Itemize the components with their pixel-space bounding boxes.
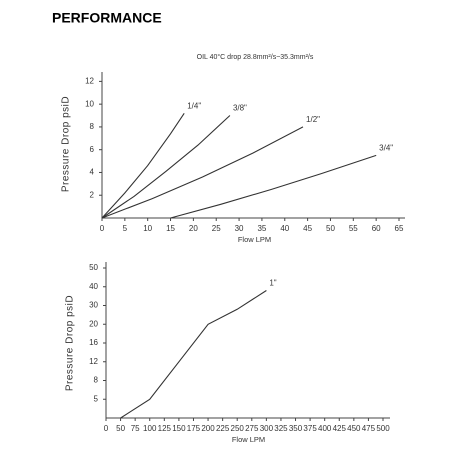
x-tick-label: 375 — [303, 424, 317, 433]
y-tick-label: 10 — [85, 99, 94, 108]
series-line — [101, 115, 231, 219]
series-line — [120, 290, 267, 419]
x-tick-label: 25 — [212, 224, 221, 233]
x-tick-label: 425 — [333, 424, 347, 433]
chart-subtitle: OIL 40°C drop 28.8mm²/s~35.3mm²/s — [197, 53, 314, 61]
x-tick-label: 300 — [260, 424, 274, 433]
x-tick-label: 50 — [326, 224, 335, 233]
x-tick-label: 75 — [131, 424, 140, 433]
x-tick-label: 15 — [166, 224, 175, 233]
x-tick-label: 350 — [289, 424, 303, 433]
series-line — [170, 154, 377, 219]
y-tick-label: 4 — [90, 168, 95, 177]
y-tick-label: 50 — [89, 263, 98, 272]
y-tick-label: 8 — [94, 376, 99, 385]
x-tick-label: 40 — [280, 224, 289, 233]
x-tick-label: 450 — [347, 424, 361, 433]
x-tick-label: 5 — [123, 224, 128, 233]
x-tick-label: 50 — [116, 424, 125, 433]
x-tick-label: 175 — [187, 424, 201, 433]
x-tick-label: 30 — [235, 224, 244, 233]
y-axis-label: Pressure Drop psiD — [61, 96, 72, 192]
x-tick-label: 225 — [216, 424, 230, 433]
y-tick-label: 40 — [89, 282, 98, 291]
series-label: 1/2" — [306, 115, 320, 124]
x-tick-label: 150 — [172, 424, 186, 433]
x-tick-label: 500 — [376, 424, 390, 433]
x-tick-label: 45 — [303, 224, 312, 233]
x-tick-label: 35 — [257, 224, 266, 233]
x-tick-label: 250 — [231, 424, 245, 433]
x-axis-label: Flow LPM — [232, 435, 265, 444]
series-line — [101, 126, 304, 219]
x-tick-label: 125 — [158, 424, 172, 433]
series-line — [101, 112, 185, 219]
x-tick-label: 275 — [245, 424, 259, 433]
series-label: 3/8" — [233, 104, 247, 113]
y-tick-label: 6 — [90, 145, 95, 154]
y-tick-label: 30 — [89, 301, 98, 310]
y-tick-label: 20 — [89, 319, 98, 328]
x-tick-label: 200 — [201, 424, 215, 433]
x-tick-label: 100 — [143, 424, 157, 433]
x-tick-label: 475 — [362, 424, 376, 433]
y-tick-label: 5 — [94, 394, 99, 403]
x-tick-label: 65 — [395, 224, 404, 233]
y-tick-label: 12 — [89, 357, 98, 366]
series-label: 1/4" — [187, 101, 201, 110]
y-axis-label: Pressure Drop psiD — [65, 295, 76, 391]
series-label: 3/4" — [379, 143, 393, 152]
x-tick-label: 325 — [274, 424, 288, 433]
y-tick-label: 12 — [85, 76, 94, 85]
series-label: 1" — [269, 279, 276, 288]
x-axis-label: Flow LPM — [238, 235, 271, 244]
x-tick-label: 400 — [318, 424, 332, 433]
y-tick-label: 8 — [90, 122, 95, 131]
page-title: PERFORMANCE — [52, 10, 162, 26]
x-tick-label: 20 — [189, 224, 198, 233]
y-tick-label: 2 — [90, 190, 95, 199]
x-tick-label: 10 — [143, 224, 152, 233]
x-tick-label: 0 — [104, 424, 109, 433]
y-tick-label: 16 — [89, 338, 98, 347]
x-tick-label: 55 — [349, 224, 358, 233]
x-tick-label: 0 — [100, 224, 105, 233]
x-tick-label: 60 — [372, 224, 381, 233]
